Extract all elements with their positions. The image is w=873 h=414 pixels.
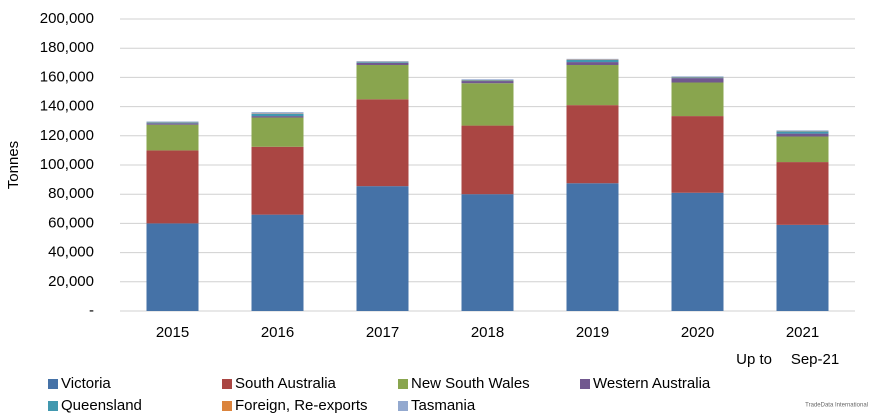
bar-segment [671, 192, 724, 311]
bar-segment [461, 83, 514, 126]
bar-segment [356, 64, 409, 100]
bar-segment [461, 79, 514, 81]
legend-label: Tasmania [411, 397, 476, 414]
bar-segment [251, 146, 304, 215]
x-tick-label: 2016 [261, 324, 294, 341]
y-tick-label: 100,000 [40, 156, 94, 173]
x-tick-label: 2017 [366, 324, 399, 341]
x-tick-label: 2020 [681, 324, 714, 341]
bar-segment [566, 64, 619, 106]
bar-segment [356, 186, 409, 311]
legend-label: New South Wales [411, 375, 530, 392]
bar-segment [566, 62, 619, 65]
bar-segment [461, 80, 514, 82]
bar-segment [776, 131, 829, 134]
bar-segment [671, 78, 724, 83]
bar-segment [251, 117, 304, 147]
bar-segment [146, 223, 199, 311]
bar-segment [461, 81, 514, 84]
legend-swatch [398, 379, 408, 389]
x-tick-label: 2021 [786, 324, 819, 341]
bar-segment [776, 133, 829, 137]
bar-segment [251, 116, 304, 118]
bar-segment [461, 125, 514, 195]
bar-segment [566, 59, 619, 63]
y-tick-label: 60,000 [48, 214, 94, 231]
bar-segment [146, 121, 199, 123]
y-tick-label: 140,000 [40, 98, 94, 115]
y-tick-label: 180,000 [40, 39, 94, 56]
bar-segment [146, 124, 199, 151]
bar-segment [671, 82, 724, 117]
bar-segment [566, 105, 619, 184]
bar-segment [356, 99, 409, 187]
x-tick-label: 2015 [156, 324, 189, 341]
bar-segment [776, 136, 829, 163]
bar-segment [566, 58, 619, 60]
legend-swatch [222, 379, 232, 389]
y-tick-label: - [89, 302, 94, 319]
y-tick-label: 20,000 [48, 273, 94, 290]
y-tick-label: 40,000 [48, 244, 94, 261]
bar-segment [356, 61, 409, 62]
y-axis-label: Tonnes [5, 141, 22, 189]
bar-segment [566, 183, 619, 311]
bar-segment [146, 123, 199, 125]
bar-segment [146, 122, 199, 124]
legend-label: Foreign, Re-exports [235, 397, 368, 414]
bar-segment [461, 194, 514, 311]
legend-swatch [580, 379, 590, 389]
annotation: Sep-21 [791, 351, 839, 368]
bar-segment [251, 112, 304, 114]
legend-label: South Australia [235, 375, 337, 392]
y-tick-label: 80,000 [48, 185, 94, 202]
bar-segment [671, 77, 724, 79]
bar-segment [671, 76, 724, 78]
bar-segment [251, 214, 304, 311]
x-tick-label: 2019 [576, 324, 609, 341]
bar-segment [146, 150, 199, 224]
bar-segment [251, 113, 304, 117]
y-tick-label: 160,000 [40, 68, 94, 85]
legend-swatch [48, 401, 58, 411]
bar-segment [671, 116, 724, 193]
legend-swatch [398, 401, 408, 411]
y-tick-label: 120,000 [40, 127, 94, 144]
logo: TradeData International [805, 403, 868, 409]
y-tick-label: 200,000 [40, 10, 94, 27]
bar-segment [776, 224, 829, 311]
bar-segment [356, 62, 409, 63]
x-tick-label: 2018 [471, 324, 504, 341]
bar-segment [356, 62, 409, 65]
bar-segment [776, 162, 829, 225]
bar-segment [776, 130, 829, 132]
annotation: Up to [736, 351, 772, 368]
legend-label: Queensland [61, 397, 142, 414]
legend-swatch [222, 401, 232, 411]
legend-label: Western Australia [593, 375, 711, 392]
legend-label: Victoria [61, 375, 111, 392]
legend-swatch [48, 379, 58, 389]
